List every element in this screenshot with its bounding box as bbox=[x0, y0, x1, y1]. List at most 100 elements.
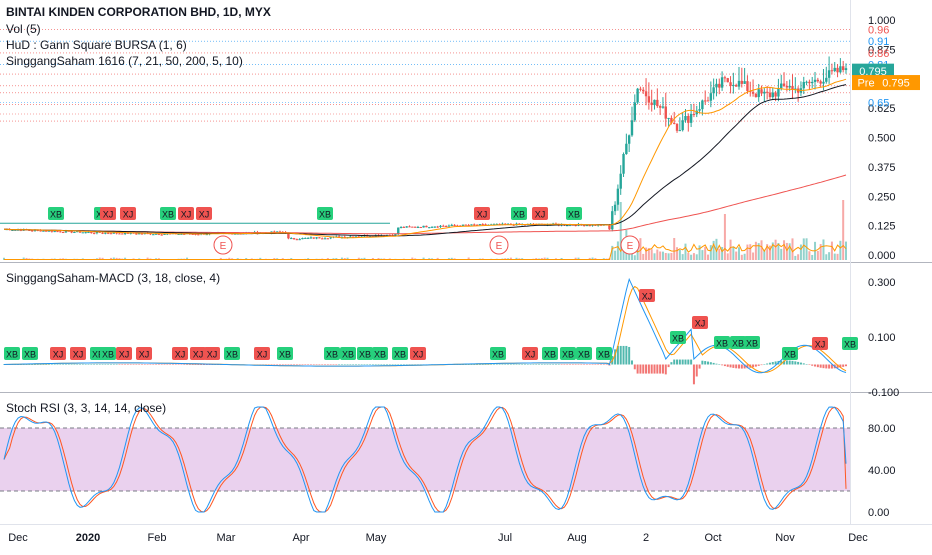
macd-histogram-bar bbox=[538, 364, 540, 365]
macd-histogram-bar bbox=[645, 365, 647, 374]
macd-histogram-bar bbox=[654, 365, 656, 374]
candle-body bbox=[712, 87, 714, 93]
candle-body bbox=[442, 226, 444, 227]
svg-text:XB: XB bbox=[544, 350, 556, 360]
macd-histogram-bar bbox=[637, 365, 639, 374]
macd-histogram-bar bbox=[189, 365, 191, 366]
macd-histogram-bar bbox=[172, 365, 174, 366]
candle-body bbox=[648, 96, 650, 102]
gann-indicator-label[interactable]: HuD : Gann Square BURSA (1, 6) bbox=[6, 38, 187, 52]
price-axis-tick: 0.375 bbox=[868, 162, 896, 174]
candle-body bbox=[698, 109, 700, 110]
volume-bar bbox=[808, 251, 810, 260]
volume-bar bbox=[679, 250, 681, 260]
candle-body bbox=[470, 224, 472, 225]
volume-bar bbox=[710, 245, 712, 260]
macd-histogram-bar bbox=[811, 365, 813, 366]
macd-histogram-bar bbox=[116, 364, 118, 365]
candle-body bbox=[628, 135, 630, 143]
macd-histogram-bar bbox=[113, 364, 115, 365]
volume-bar bbox=[825, 254, 827, 260]
macd-histogram-bar bbox=[355, 364, 357, 365]
macd-histogram-bar bbox=[127, 365, 129, 366]
volume-bar bbox=[684, 244, 686, 260]
signal-buy-badge: XB bbox=[224, 347, 240, 360]
signal-buy-badge: XB bbox=[730, 336, 746, 349]
macd-histogram-bar bbox=[623, 346, 625, 365]
macd-histogram-bar bbox=[651, 365, 653, 374]
stoch-pane-title[interactable]: Stoch RSI (3, 3, 14, 14, close) bbox=[6, 401, 166, 415]
symbol-title[interactable]: BINTAI KINDEN CORPORATION BHD, 1D, MYX bbox=[6, 5, 271, 19]
macd-histogram-bar bbox=[65, 364, 67, 365]
candle-body bbox=[693, 114, 695, 115]
svg-text:0.795: 0.795 bbox=[882, 78, 910, 90]
volume-bar bbox=[741, 255, 743, 260]
macd-histogram-bar bbox=[670, 362, 672, 364]
macd-histogram-bar bbox=[687, 360, 689, 365]
macd-histogram-bar bbox=[701, 361, 703, 365]
volume-bar bbox=[839, 241, 841, 260]
volume-indicator-label[interactable]: Vol (5) bbox=[6, 22, 41, 36]
candle-body bbox=[805, 82, 807, 83]
macd-histogram-bar bbox=[51, 364, 53, 365]
signal-sell-badge: XJ bbox=[50, 347, 66, 360]
macd-histogram-bar bbox=[676, 360, 678, 365]
signal-buy-badge: XB bbox=[714, 336, 730, 349]
svg-text:E: E bbox=[496, 241, 503, 252]
macd-histogram-bar bbox=[552, 364, 554, 365]
macd-histogram-bar bbox=[110, 364, 112, 365]
macd-histogram-bar bbox=[394, 364, 396, 365]
macd-histogram-bar bbox=[71, 364, 73, 365]
svg-text:XJ: XJ bbox=[139, 350, 150, 360]
svg-text:XJ: XJ bbox=[193, 350, 204, 360]
macd-histogram-bar bbox=[389, 364, 391, 365]
candle-body bbox=[318, 237, 320, 238]
candle-body bbox=[721, 77, 723, 87]
macd-histogram-bar bbox=[555, 364, 557, 365]
macd-histogram-bar bbox=[510, 364, 512, 365]
candle-body bbox=[152, 234, 154, 235]
candle-body bbox=[420, 227, 422, 228]
macd-histogram-bar bbox=[803, 363, 805, 364]
macd-histogram-bar bbox=[335, 365, 337, 366]
candle-body bbox=[769, 93, 771, 97]
macd-histogram-bar bbox=[378, 364, 380, 365]
volume-bar bbox=[828, 252, 830, 260]
candle-body bbox=[425, 226, 427, 227]
macd-histogram-bar bbox=[48, 364, 50, 365]
singgang-indicator-label[interactable]: SinggangSaham 1616 (7, 21, 50, 200, 5, 1… bbox=[6, 54, 243, 68]
svg-text:XJ: XJ bbox=[642, 292, 653, 302]
candle-body bbox=[160, 235, 162, 236]
volume-bar bbox=[617, 241, 619, 260]
volume-bar bbox=[651, 249, 653, 260]
candle-body bbox=[298, 239, 300, 240]
volume-bar bbox=[746, 245, 748, 260]
volume-bar bbox=[701, 250, 703, 260]
signal-sell-badge: XJ bbox=[196, 207, 212, 220]
candle-body bbox=[727, 78, 729, 82]
candle-body bbox=[825, 78, 827, 82]
candle-body bbox=[755, 94, 757, 97]
candle-body bbox=[817, 80, 819, 81]
volume-bar bbox=[842, 200, 844, 260]
candle-body bbox=[707, 100, 709, 101]
svg-text:XB: XB bbox=[162, 210, 174, 220]
macd-histogram-bar bbox=[82, 364, 84, 365]
macd-histogram-bar bbox=[499, 364, 501, 365]
macd-histogram-bar bbox=[164, 365, 166, 366]
signal-buy-badge: XB bbox=[372, 347, 388, 360]
macd-histogram-bar bbox=[577, 365, 579, 366]
macd-pane-title[interactable]: SinggangSaham-MACD (3, 18, close, 4) bbox=[6, 271, 220, 285]
candle-body bbox=[746, 81, 748, 91]
signal-sell-badge: XJ bbox=[120, 207, 136, 220]
signal-buy-badge: XB bbox=[317, 207, 333, 220]
svg-text:XB: XB bbox=[24, 350, 36, 360]
macd-histogram-bar bbox=[532, 364, 534, 365]
macd-histogram-bar bbox=[794, 361, 796, 364]
macd-histogram-bar bbox=[386, 364, 388, 365]
signal-sell-badge: XJ bbox=[639, 289, 655, 302]
volume-bar bbox=[727, 253, 729, 260]
candle-body bbox=[673, 123, 675, 124]
macd-histogram-bar bbox=[403, 364, 405, 365]
svg-text:Pre: Pre bbox=[857, 78, 874, 90]
